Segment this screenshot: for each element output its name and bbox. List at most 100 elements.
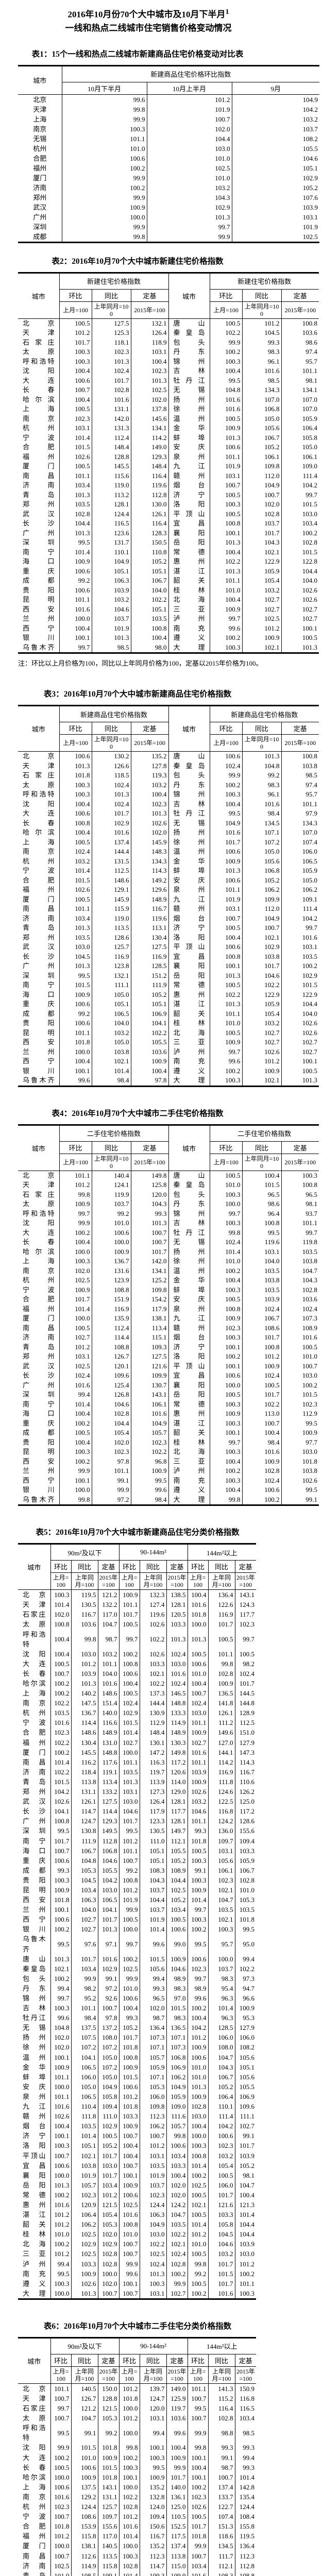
table-row: 大 连 100.6 101.7 101.3 牡丹江 99.5 98.4 97.9 (18, 809, 319, 819)
index-value: 124.1 (91, 1180, 131, 1190)
table-row: 兰 州 100.0 103.8 103.6 泸 州 99.7 102.6 102.7 (18, 1047, 319, 1057)
index-value: 96.3 (208, 2013, 235, 2023)
header-city: 城市 (18, 65, 62, 95)
city-name: 南 宁 (23, 981, 55, 989)
index-value: 102.7 (281, 614, 319, 624)
index-value: 99.9 (59, 1466, 92, 1476)
index-value: 100.1 (209, 1342, 242, 1352)
table-row: 北 海 100.2 102.9 102.9 100.7 102.2 102.1 101.0 10… (18, 2239, 257, 2249)
index-value: 97.3 (234, 1973, 257, 1984)
index-value: 102.3 (50, 1727, 71, 1738)
index-value: 96.5 (242, 1190, 281, 1200)
city-name: 桂 林 (168, 1019, 210, 1028)
index-value: 100.7 (50, 2150, 71, 2161)
index-value: 106.4 (71, 2210, 98, 2220)
index-value: 116.9 (91, 952, 131, 962)
header-fixed: 定基 (166, 1560, 188, 1573)
index-value: 105.5 (231, 143, 320, 154)
table-row: 济 南 103.4 119.0 119.6 烟 台 100.7 104.9 104.2 (18, 481, 319, 490)
index-value: 100.5 (59, 894, 92, 905)
index-value: 100.5 (187, 2512, 209, 2522)
table-row: 深 圳 99.5 130.8 149.5 99.5 130.5 149.7 99.3 136.0… (18, 1826, 257, 1836)
index-value: 101.6 (242, 366, 281, 376)
index-value: 100.8 (281, 318, 319, 329)
index-value: 100.3 (209, 1418, 242, 1429)
city-name: 武 汉 (23, 510, 55, 518)
index-value: 101.8 (97, 2443, 120, 2453)
index-value: 122.8 (281, 557, 319, 567)
index-value: 100.4 (118, 2141, 140, 2151)
city-name: 哈尔滨 (23, 2473, 46, 2481)
city-name: 遵 义 (168, 1066, 210, 1076)
header-city: 城市 (18, 705, 59, 752)
city-name: 杭 州 (23, 1276, 55, 1284)
city-name: 长 沙 (23, 1807, 46, 1816)
city-name: 长 春 (23, 1669, 46, 1677)
table-row: 西 宁 100.6 102.7 101.7 100.5 101.9 100.5 100.3 10… (18, 1914, 257, 1925)
index-value: 99.9 (91, 1485, 131, 1495)
index-value: 102.0 (130, 828, 169, 838)
index-value: 102.8 (234, 1875, 257, 1885)
index-value: 116.7 (234, 1767, 257, 1777)
index-value: 130.4 (130, 933, 169, 943)
index-value: 100.3 (209, 1333, 242, 1343)
index-value: 99.4 (234, 2452, 257, 2463)
index-value: 103.5 (139, 2160, 167, 2171)
table-row: 西 安 100.2 97.8 96.8 三 亚 100.4 100.9 101.8 (18, 1456, 319, 1467)
index-value: 100.5 (209, 923, 243, 933)
index-value: 102.6 (281, 1019, 319, 1028)
index-value: 103.1 (231, 212, 320, 222)
index-value: 102.4 (209, 761, 243, 771)
index-value: 112.9 (281, 1409, 319, 1419)
city-name: 乌鲁木齐 (23, 1076, 55, 1084)
index-value: 128.5 (130, 961, 169, 971)
index-value: 119.6 (242, 1238, 281, 1247)
index-value: 107.2 (97, 2042, 120, 2053)
index-value: 136.7 (71, 1708, 98, 1718)
index-value: 102.9 (91, 818, 131, 828)
table-row: 南 宁 101.4 110.1 110.8 常 德 100.4 102.1 101.5 (18, 547, 319, 557)
table-row: 广 州 100.8 124.7 129.3 101.7 123.3 128.1 101.1 12… (18, 1816, 257, 1826)
index-value: 99.4 (50, 1983, 71, 1993)
table-row: 青 岛 101.2 108.8 109.3 济 宁 100.1 100.8 100.5 (18, 1342, 319, 1352)
city-name: 石家庄 (23, 338, 55, 346)
index-value: 100.3 (209, 790, 243, 800)
index-value: 100.1 (187, 2472, 209, 2482)
header-fixed-base: 2015年=100 (97, 2366, 120, 2384)
index-value: 100.5 (234, 1649, 257, 1659)
index-value: 100.7 (130, 1228, 168, 1238)
index-value: 104.6 (208, 2239, 235, 2249)
index-value: 148.8 (97, 1747, 120, 1757)
index-value: 106.7 (242, 433, 281, 443)
table-row: 合 肥 101.7 151.9 154.2 安 庆 100.5 103.9 103.6 (18, 1295, 319, 1304)
index-value: 104.3 (139, 1875, 167, 1885)
index-value: 99.3 (242, 337, 281, 348)
index-value: 101.1 (208, 1649, 235, 1659)
city-name: 兰 州 (23, 1906, 46, 1914)
index-value: 115.8 (71, 2531, 98, 2541)
index-value: 99.6 (130, 1485, 168, 1495)
header-city: 城市 (18, 2337, 50, 2384)
index-value: 100.9 (130, 1466, 168, 1476)
document-title-line1: 2016年10月份70个大中城市及10月下半月 (67, 9, 226, 20)
index-value: 100.3 (187, 1875, 209, 1885)
header-yoy-base: 上年同月=100 (208, 1572, 235, 1590)
index-value: 99.3 (118, 2013, 140, 2023)
city-name: 海 口 (23, 557, 55, 566)
index-value: 107.2 (97, 2062, 120, 2072)
index-value: 96.1 (242, 357, 281, 367)
table-row: 天 津 101.2 125.3 126.4 秦皇岛 102.2 104.5 103.6 (18, 328, 319, 338)
index-value: 101.6 (209, 828, 243, 838)
index-value: 102.3 (91, 347, 131, 357)
index-value: 103.1 (59, 1352, 92, 1362)
index-value: 97.2 (91, 1495, 131, 1505)
index-value: 100.2 (118, 1954, 140, 1964)
index-value: 101.5 (281, 1390, 319, 1400)
index-value: 97.0 (166, 1993, 188, 2004)
index-value: 102.6 (281, 1028, 319, 1038)
index-value: 118.4 (71, 1767, 98, 1777)
table1-title: 表1：15个一线和热点二线城市新建商品住宅价格变动对比表 (31, 49, 244, 59)
index-value: 100.1 (118, 2472, 140, 2482)
table-row: 武汉 100.9 102.9 103.9 (18, 202, 320, 212)
index-value: 102.2 (209, 328, 242, 338)
